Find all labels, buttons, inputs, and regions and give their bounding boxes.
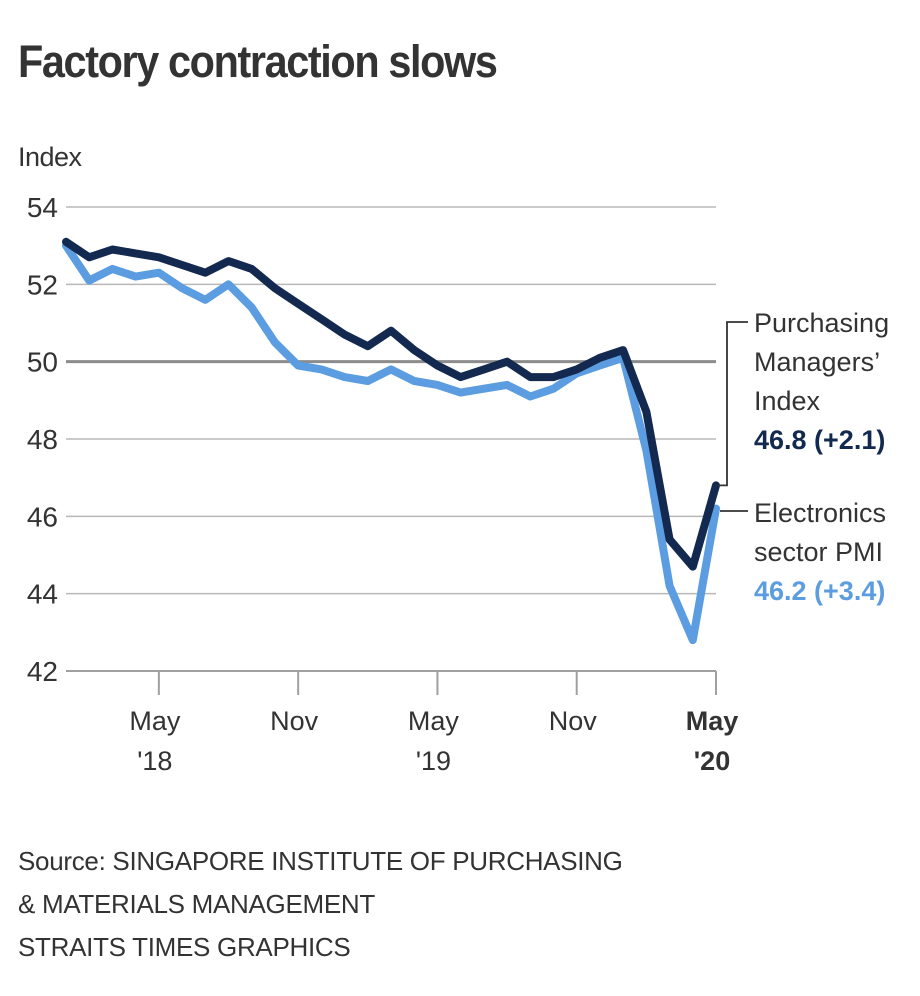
pmi-leader-line [718, 321, 748, 487]
electronics-label-line: Electronics [754, 498, 886, 528]
x-tick-year: '20 [694, 746, 730, 776]
y-tick-label: 48 [27, 424, 58, 455]
series-lines [62, 237, 720, 645]
electronics-label-line: sector PMI [754, 537, 883, 567]
pmi-line [62, 237, 720, 571]
pmi-label-line: Index [754, 386, 821, 416]
x-tick-month: May [408, 706, 460, 736]
y-tick-label: 52 [27, 269, 58, 300]
footer: Source: SINGAPORE INSTITUTE OF PURCHASIN… [18, 840, 623, 969]
electronics-value-label: 46.2 (+3.4) [754, 576, 885, 606]
credit-line: STRAITS TIMES GRAPHICS [18, 932, 351, 962]
x-tick-month: Nov [549, 706, 598, 736]
electronics-pmi-line [62, 241, 720, 645]
y-tick-label: 42 [27, 656, 58, 687]
x-tick-month: Nov [270, 706, 319, 736]
pmi-label-line: Managers’ [754, 347, 880, 377]
x-tick-month: May [686, 706, 739, 736]
x-tick-month: May [129, 706, 181, 736]
x-tick-year: '19 [416, 746, 451, 776]
chart-title: Factory contraction slows [18, 36, 498, 87]
y-tick-label: 50 [27, 347, 58, 378]
pmi-label-line: Purchasing [754, 308, 889, 338]
y-tick-label: 44 [27, 579, 58, 610]
pmi-value-label: 46.8 (+2.1) [754, 425, 885, 455]
series-labels: Purchasing Managers’ Index 46.8 (+2.1) Elect… [718, 308, 889, 606]
source-line-2: & MATERIALS MANAGEMENT [18, 889, 375, 919]
y-tick-labels: 54 52 50 48 46 44 42 [27, 192, 58, 687]
source-line-1: Source: SINGAPORE INSTITUTE OF PURCHASIN… [18, 846, 623, 876]
y-tick-label: 54 [27, 192, 58, 223]
x-tick-year: '18 [137, 746, 172, 776]
y-tick-label: 46 [27, 501, 58, 532]
x-axis: May '18 Nov May '19 Nov May '20 [66, 670, 739, 776]
gridlines [66, 206, 716, 595]
y-axis-label: Index [18, 142, 82, 172]
